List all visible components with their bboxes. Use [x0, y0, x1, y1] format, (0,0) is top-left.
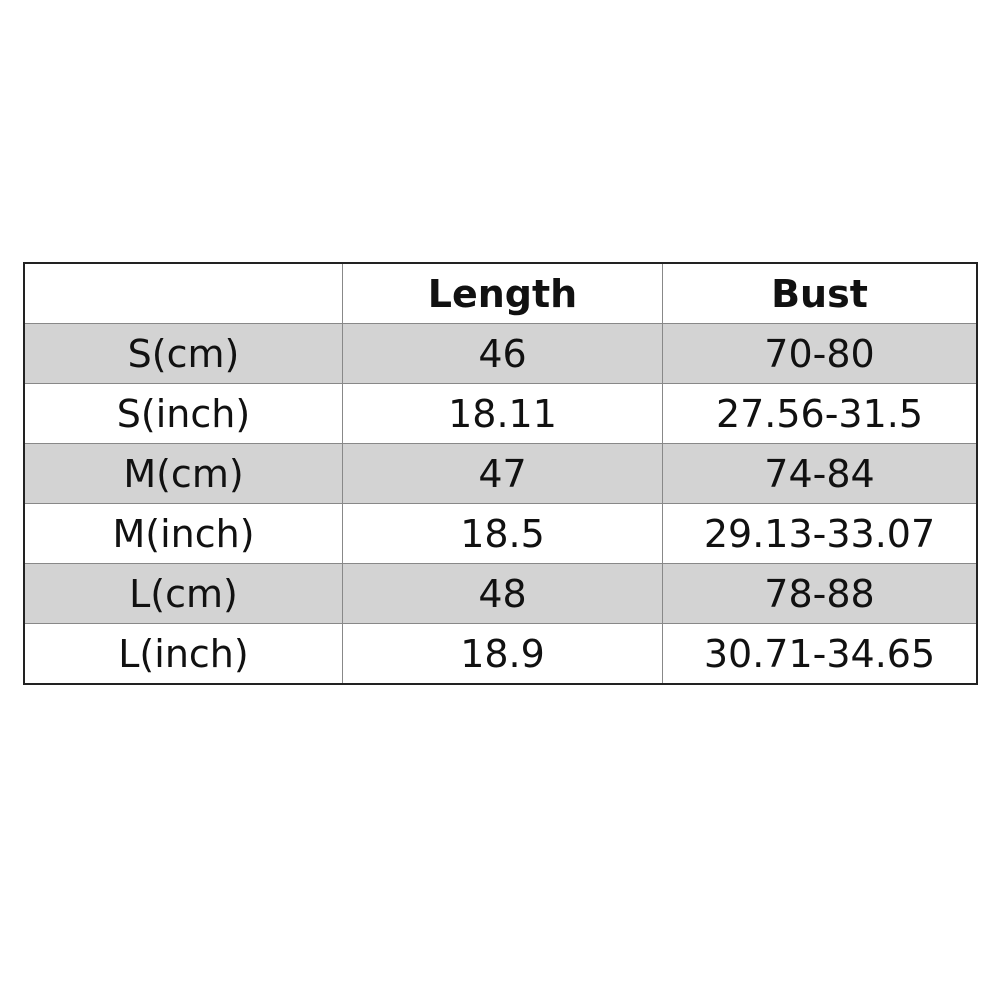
bust-cell: 30.71-34.65	[662, 623, 978, 685]
size-cell: L(cm)	[23, 563, 343, 624]
bust-cell: 78-88	[662, 563, 978, 624]
bust-cell: 27.56-31.5	[662, 383, 978, 444]
table-row: L(cm) 48 78-88	[23, 563, 978, 624]
length-cell: 18.5	[342, 503, 663, 564]
table-row: S(inch) 18.11 27.56-31.5	[23, 383, 978, 444]
size-chart-table: Length Bust S(cm) 46 70-80 S(inch) 18.11 27.5…	[23, 262, 978, 685]
size-cell: L(inch)	[23, 623, 343, 685]
table-row: M(inch) 18.5 29.13-33.07	[23, 503, 978, 564]
size-cell: M(cm)	[23, 443, 343, 504]
table-row: M(cm) 47 74-84	[23, 443, 978, 504]
length-cell: 18.11	[342, 383, 663, 444]
length-cell: 47	[342, 443, 663, 504]
bust-cell: 70-80	[662, 323, 978, 384]
size-cell: S(inch)	[23, 383, 343, 444]
length-cell: 46	[342, 323, 663, 384]
table-row: S(cm) 46 70-80	[23, 323, 978, 384]
table-row: L(inch) 18.9 30.71-34.65	[23, 623, 978, 685]
header-row: Length Bust	[23, 262, 978, 324]
header-cell-bust: Bust	[662, 262, 978, 324]
bust-cell: 74-84	[662, 443, 978, 504]
size-cell: S(cm)	[23, 323, 343, 384]
size-cell: M(inch)	[23, 503, 343, 564]
header-cell-size	[23, 262, 343, 324]
length-cell: 18.9	[342, 623, 663, 685]
length-cell: 48	[342, 563, 663, 624]
bust-cell: 29.13-33.07	[662, 503, 978, 564]
header-cell-length: Length	[342, 262, 663, 324]
